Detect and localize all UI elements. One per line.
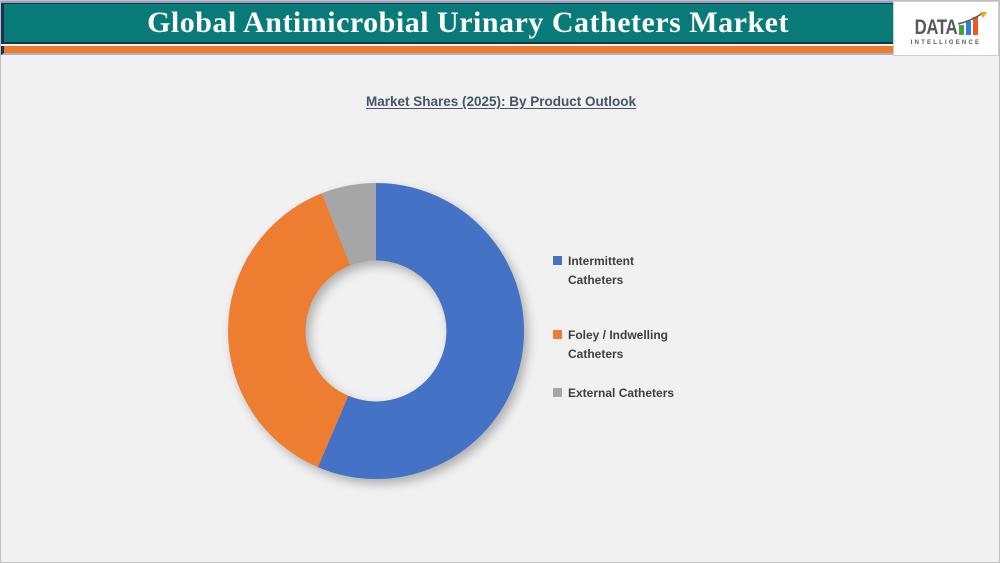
donut-chart bbox=[228, 183, 524, 479]
legend-marker-icon bbox=[553, 388, 562, 397]
legend-item: Intermittent Catheters bbox=[553, 252, 713, 290]
datam-intelligence-logo: DATA INTELLIGENCE bbox=[893, 1, 999, 56]
legend-item: Foley / Indwelling Catheters bbox=[553, 326, 713, 364]
logo-brand-text: DATA bbox=[914, 15, 958, 39]
header-banner: Global Antimicrobial Urinary Catheters M… bbox=[1, 3, 896, 44]
chart-title: Market Shares (2025): By Product Outlook bbox=[365, 94, 637, 109]
legend-item: External Catheters bbox=[553, 384, 713, 403]
logo-bars-growth-icon bbox=[958, 11, 988, 35]
legend-marker-icon bbox=[553, 256, 562, 265]
logo-subtitle-text: INTELLIGENCE bbox=[910, 39, 982, 46]
legend-label: Intermittent Catheters bbox=[568, 254, 634, 287]
donut-slice-2 bbox=[228, 183, 524, 479]
legend-label: External Catheters bbox=[568, 386, 675, 400]
header-top-strip bbox=[1, 1, 896, 3]
donut-slice-1 bbox=[228, 183, 524, 479]
header-accent-stripe bbox=[1, 46, 896, 55]
chart-legend: Intermittent Catheters Foley / Indwelling… bbox=[553, 252, 713, 403]
page-title: Global Antimicrobial Urinary Catheters M… bbox=[147, 6, 789, 39]
donut-chart-svg bbox=[228, 183, 524, 479]
logo-growth-arrow-icon bbox=[958, 11, 984, 25]
legend-label: Foley / Indwelling Catheters bbox=[568, 328, 669, 361]
legend-marker-icon bbox=[553, 330, 562, 339]
